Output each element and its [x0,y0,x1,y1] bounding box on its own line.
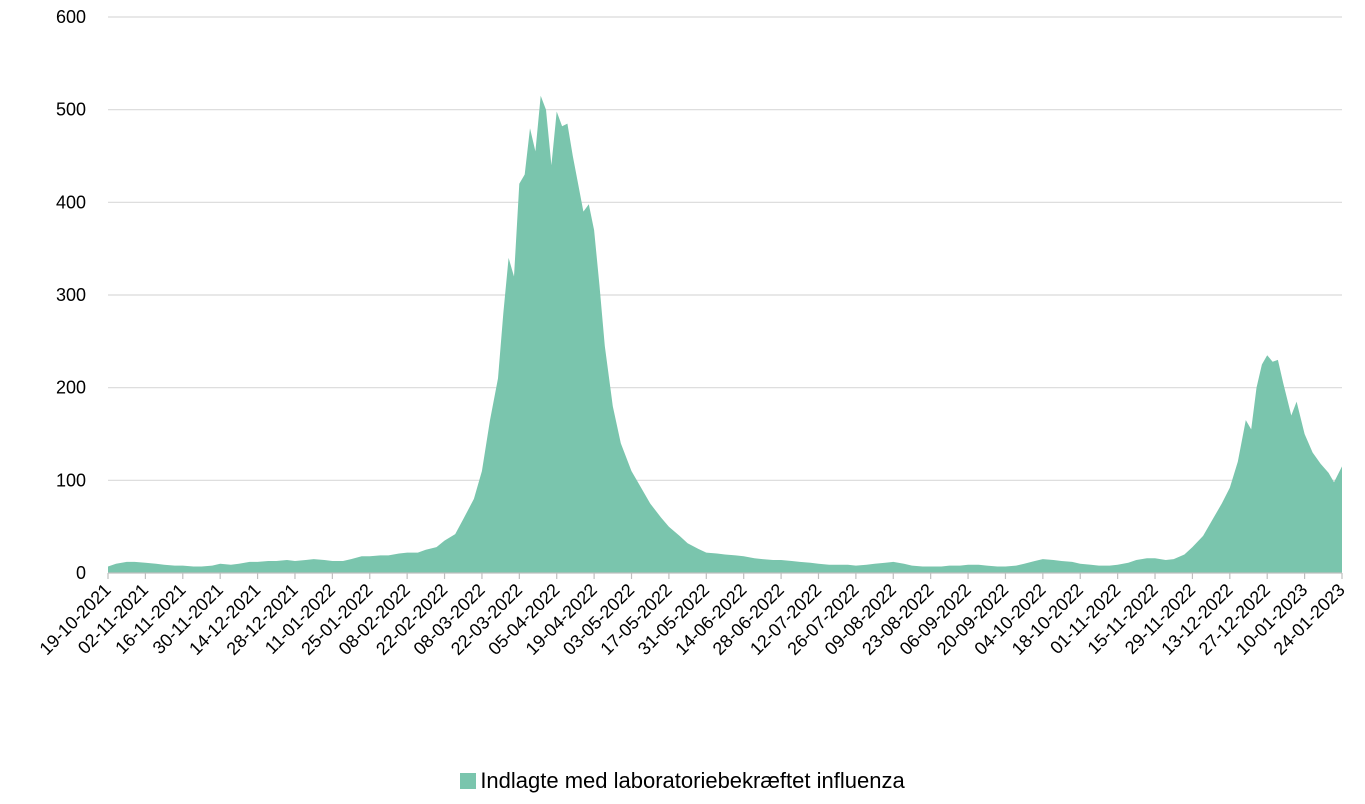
y-tick-label: 300 [56,285,86,305]
legend-label: Indlagte med laboratoriebekræftet influe… [480,768,905,793]
y-axis-tick-labels: 0 100 200 300 400 500 600 [56,7,86,583]
x-axis-tick-labels: 19-10-202102-11-202116-11-202130-11-2021… [36,580,1349,659]
series-area-shape [108,95,1342,574]
y-tick-label: 600 [56,7,86,27]
y-tick-label: 100 [56,470,86,490]
series-area [108,95,1342,574]
legend-swatch [460,773,477,789]
y-tick-label: 500 [56,100,86,120]
area-chart: 0 100 200 300 400 500 600 19-10-202102-11-2021… [36,7,1349,659]
legend: Indlagte med laboratoriebekræftet influe… [0,768,1365,794]
y-tick-label: 0 [76,563,86,583]
y-tick-label: 200 [56,378,86,398]
y-tick-label: 400 [56,192,86,212]
gridlines [108,16,1342,481]
x-axis [107,572,1343,579]
